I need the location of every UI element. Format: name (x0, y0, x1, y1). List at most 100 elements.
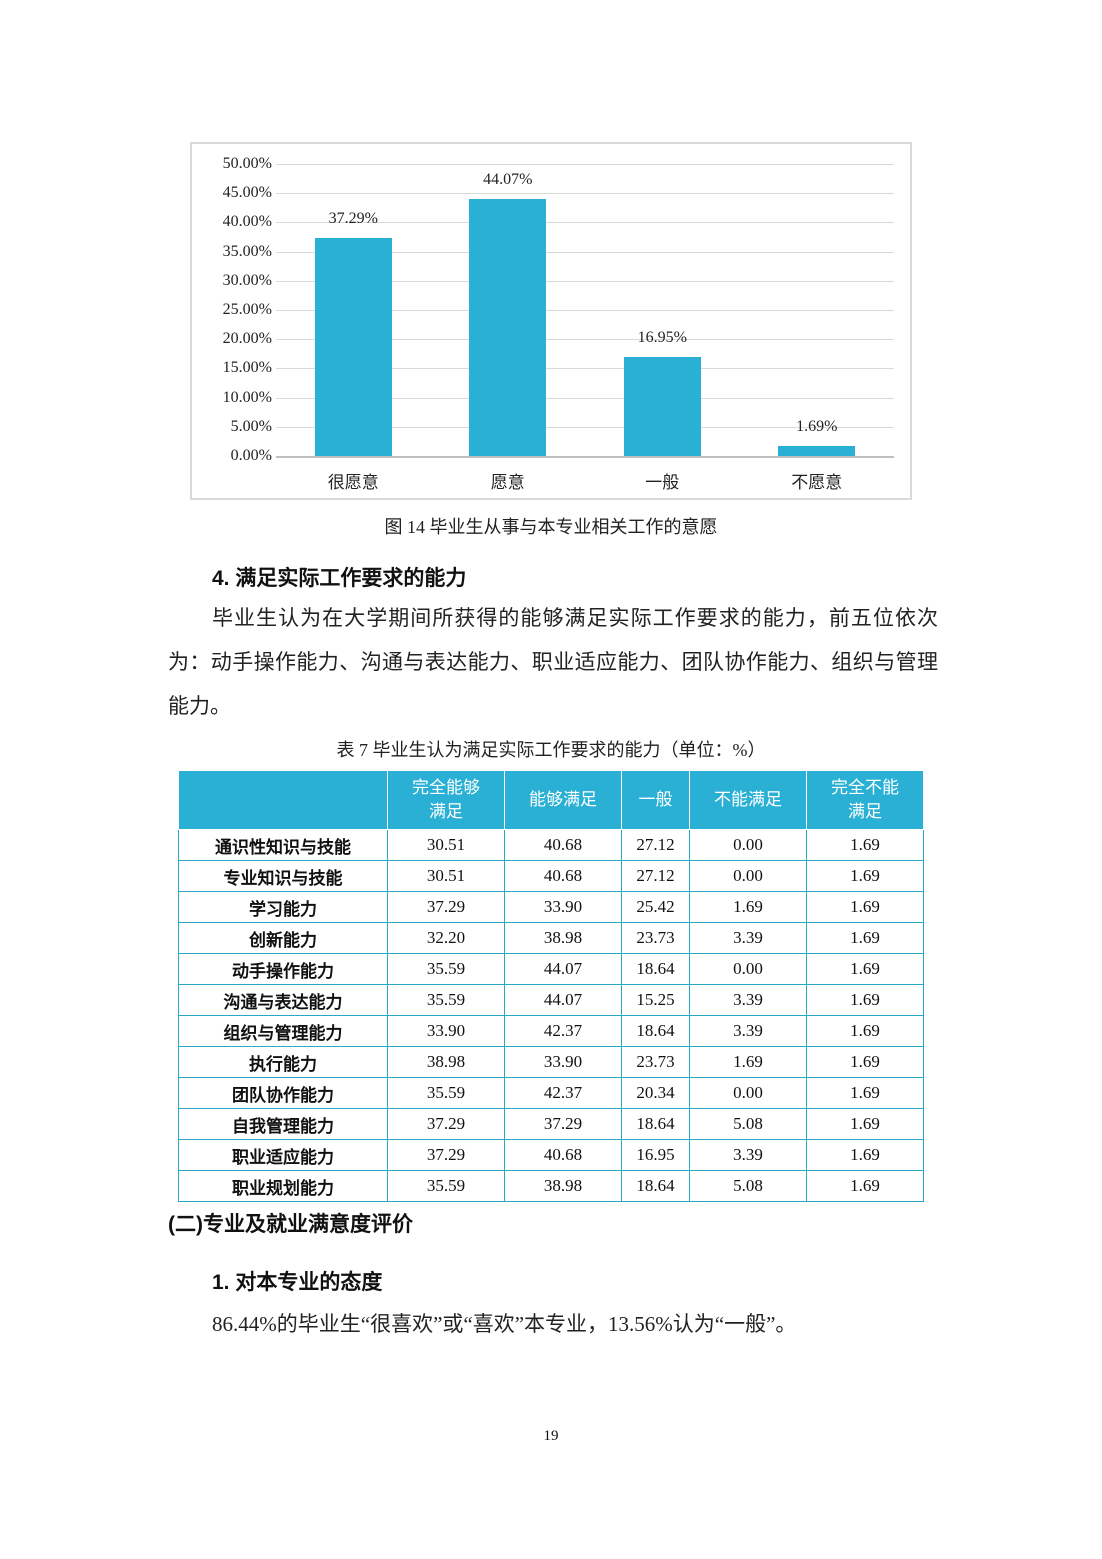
column-header: 不能满足 (688, 770, 807, 830)
table-cell: 1.69 (688, 1046, 807, 1078)
table-cell: 44.07 (504, 984, 622, 1016)
y-tick-label: 5.00% (230, 417, 272, 435)
x-tick-label: 愿意 (490, 473, 525, 492)
table-cell: 1.69 (805, 984, 925, 1016)
row-label: 动手操作能力 (178, 953, 388, 985)
table-cell: 1.69 (805, 1015, 925, 1047)
table-cell: 1.69 (805, 1139, 925, 1171)
section-heading: 4. 满足实际工作要求的能力 (212, 567, 467, 590)
y-tick-label: 45.00% (222, 184, 272, 202)
row-label: 专业知识与技能 (178, 860, 388, 892)
table-row: 组织与管理能力 33.90 42.37 18.64 3.39 1.69 (178, 1015, 925, 1047)
bar (623, 357, 701, 456)
y-tick-label: 0.00% (230, 447, 272, 464)
table-cell: 1.69 (805, 1046, 925, 1078)
y-tick-label: 10.00% (222, 388, 272, 406)
table-cell: 30.51 (387, 860, 505, 892)
table-cell: 1.69 (805, 1170, 925, 1202)
column-header: 完全不能 满足 (805, 770, 925, 830)
y-tick-label: 35.00% (222, 242, 272, 260)
table-cell: 23.73 (621, 1046, 690, 1078)
table-cell: 38.98 (387, 1046, 505, 1078)
subsection-heading: 1. 对本专业的态度 (212, 1271, 383, 1294)
plot-area: 50.00% 45.00% 40.00% 35.00% 30.00% 25.00% 20.0… (223, 156, 894, 492)
page-number: 19 (543, 1428, 559, 1444)
table-row: 沟通与表达能力 35.59 44.07 15.25 3.39 1.69 (178, 984, 925, 1016)
gridline (276, 368, 894, 370)
column-header (178, 770, 388, 830)
table-cell: 35.59 (387, 953, 505, 985)
y-tick-label: 50.00% (222, 155, 272, 172)
column-header: 完全能够 满足 (387, 770, 505, 830)
x-tick-label: 很愿意 (327, 473, 379, 492)
table-cell: 1.69 (688, 891, 807, 923)
table-cell: 33.90 (504, 1046, 622, 1078)
x-axis-line (276, 456, 894, 458)
y-tick-label: 30.00% (222, 271, 272, 289)
table-cell: 0.00 (688, 1077, 807, 1109)
bar-value-label: 44.07% (483, 170, 533, 188)
table-cell: 1.69 (805, 829, 925, 861)
row-label: 学习能力 (178, 891, 388, 923)
table-cell: 3.39 (688, 984, 807, 1016)
bar (469, 198, 547, 456)
y-tick-label: 20.00% (222, 330, 272, 348)
bar (314, 238, 392, 456)
table-cell: 1.69 (805, 860, 925, 892)
table-cell: 25.42 (621, 891, 690, 923)
table-cell: 33.90 (504, 891, 622, 923)
body-paragraph: 毕业生认为在大学期间所获得的能够满足实际工作要求的能力，前五位依次为：动手操作能… (168, 606, 938, 718)
table-cell: 42.37 (504, 1077, 622, 1109)
table-row: 创新能力 32.20 38.98 23.73 3.39 1.69 (178, 922, 925, 954)
table-caption: 表 7 毕业生认为满足实际工作要求的能力（单位：%） (336, 740, 766, 760)
table-cell: 3.39 (688, 922, 807, 954)
row-label: 职业规划能力 (178, 1170, 388, 1202)
table-cell: 3.39 (688, 1015, 807, 1047)
table-cell: 1.69 (805, 891, 925, 923)
gridline (276, 339, 894, 341)
y-tick-label: 15.00% (222, 359, 272, 377)
row-label: 沟通与表达能力 (178, 984, 388, 1016)
table-cell: 1.69 (805, 953, 925, 985)
bar-value-label: 1.69% (796, 418, 838, 436)
table-cell: 18.64 (621, 1015, 690, 1047)
table-cell: 37.29 (504, 1108, 622, 1140)
attitude-paragraph: 86.44%的毕业生“很喜欢”或“喜欢”本专业，13.56%认为“一般”。 (212, 1312, 797, 1336)
bar-value-label: 16.95% (637, 329, 687, 346)
gridline (276, 222, 894, 224)
table-cell: 40.68 (504, 829, 622, 861)
row-label: 职业适应能力 (178, 1139, 388, 1171)
table-row: 团队协作能力 35.59 42.37 20.34 0.00 1.69 (178, 1077, 925, 1109)
table-cell: 23.73 (621, 922, 690, 954)
table-cell: 35.59 (387, 984, 505, 1016)
table-cell: 16.95 (621, 1139, 690, 1171)
gridline (276, 251, 894, 253)
table-row: 动手操作能力 35.59 44.07 18.64 0.00 1.69 (178, 953, 925, 985)
table-cell: 38.98 (504, 922, 622, 954)
table-cell: 18.64 (621, 1108, 690, 1140)
table-cell: 37.29 (387, 891, 505, 923)
table-cell: 38.98 (504, 1170, 622, 1202)
table-cell: 42.37 (504, 1015, 622, 1047)
table-cell: 15.25 (621, 984, 690, 1016)
table-cell: 35.59 (387, 1170, 505, 1202)
table-cell: 1.69 (805, 1108, 925, 1140)
row-label: 自我管理能力 (178, 1108, 388, 1140)
row-label: 团队协作能力 (178, 1077, 388, 1109)
table-header-row: 完全能够 满足 能够满足 一般 不能满足 完全不能 满足 (178, 770, 925, 830)
table-cell: 33.90 (387, 1015, 505, 1047)
row-label: 执行能力 (178, 1046, 388, 1078)
table-cell: 5.08 (688, 1108, 807, 1140)
gridline (276, 193, 894, 195)
table-cell: 32.20 (387, 922, 505, 954)
x-tick-label: 一般 (645, 473, 680, 492)
y-tick-label: 25.00% (222, 301, 272, 318)
table-row: 通识性知识与技能 30.51 40.68 27.12 0.00 1.69 (178, 829, 925, 861)
table-cell: 0.00 (688, 829, 807, 861)
bar-chart: 50.00% 45.00% 40.00% 35.00% 30.00% 25.00% 20.0… (190, 142, 912, 500)
table-cell: 37.29 (387, 1139, 505, 1171)
table-row: 职业适应能力 37.29 40.68 16.95 3.39 1.69 (178, 1139, 925, 1171)
table-cell: 5.08 (688, 1170, 807, 1202)
table-row: 执行能力 38.98 33.90 23.73 1.69 1.69 (178, 1046, 925, 1078)
bar (778, 446, 856, 456)
